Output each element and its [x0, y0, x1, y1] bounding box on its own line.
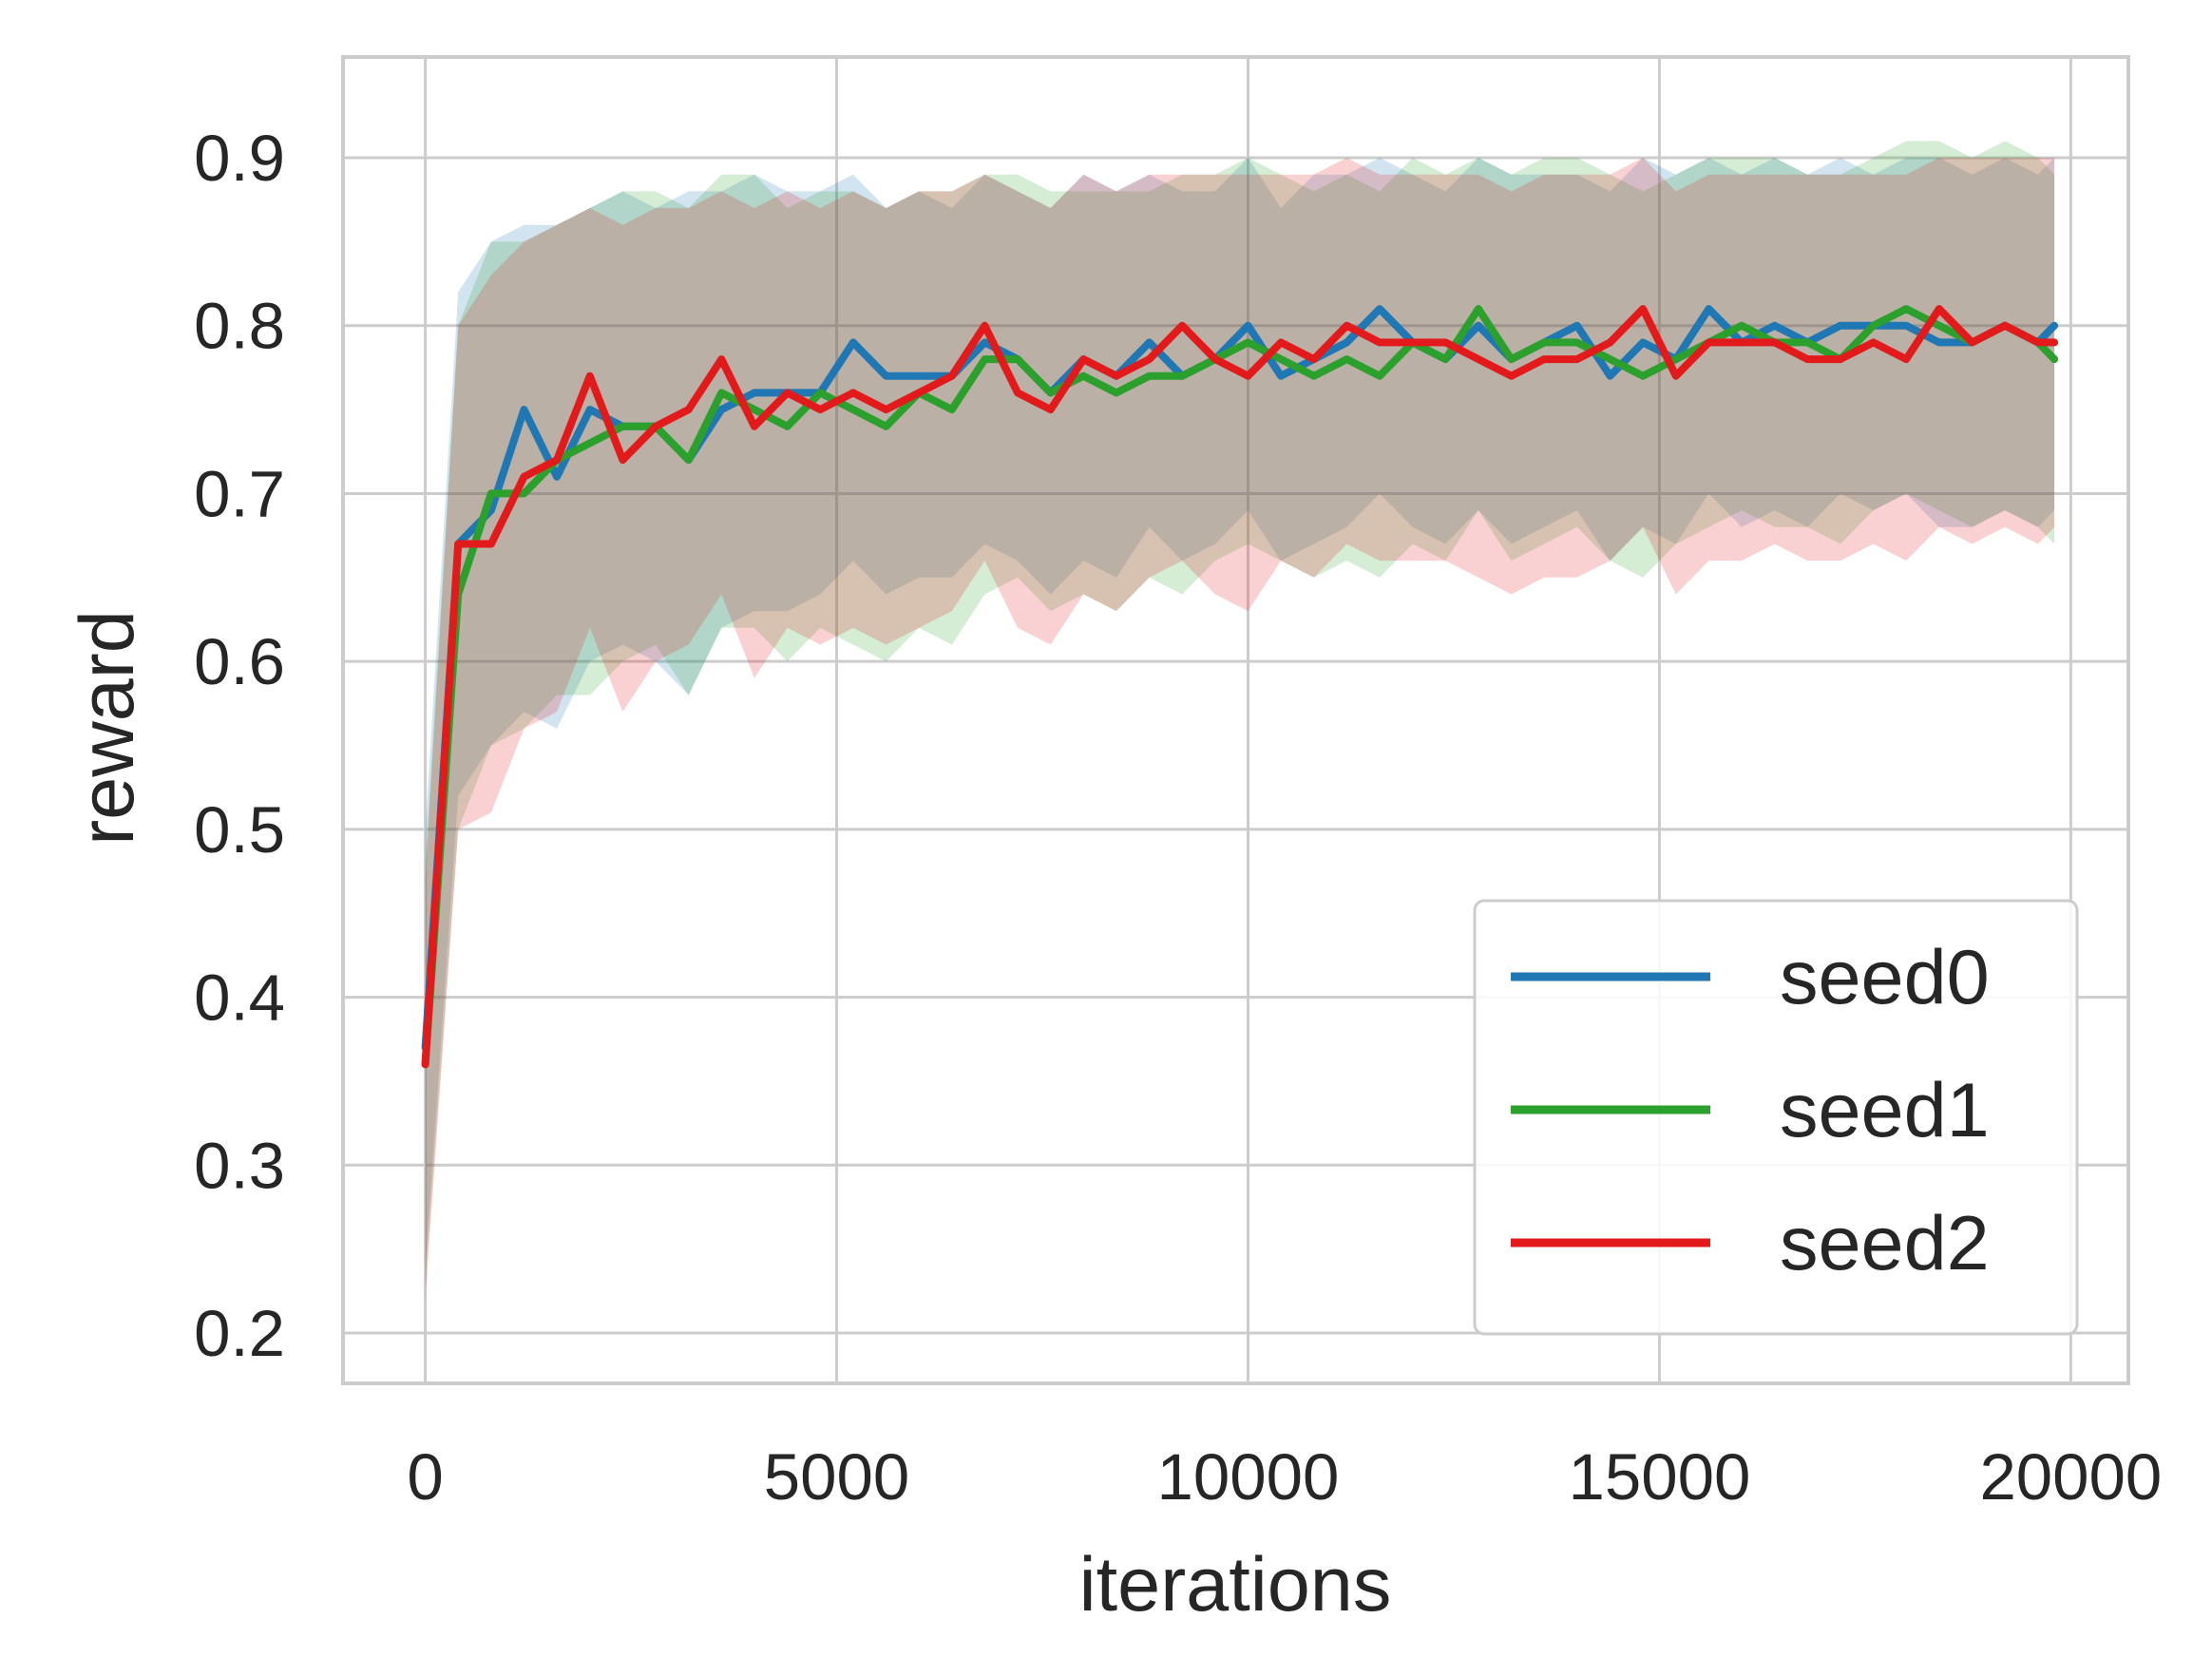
- x-tick-label: 0: [407, 1440, 443, 1514]
- legend-label-seed2: seed2: [1780, 1201, 1990, 1286]
- band-seed0: [425, 158, 2055, 1267]
- x-tick-labels: 0 5000 10000 15000 20000: [407, 1440, 2162, 1514]
- x-tick-label: 10000: [1157, 1440, 1340, 1514]
- y-tick-label: 0.3: [194, 1129, 285, 1202]
- legend-label-seed0: seed0: [1780, 935, 1990, 1020]
- y-axis-label: reward: [65, 610, 150, 846]
- confidence-bands: [425, 141, 2055, 1300]
- plot-frame: [341, 55, 2130, 1385]
- x-axis-label: iterations: [1079, 1542, 1392, 1628]
- y-tick-labels: 0.2 0.3 0.4 0.5 0.6 0.7 0.8 0.9: [194, 122, 285, 1370]
- y-tick-label: 0.9: [194, 122, 285, 195]
- series-lines: [421, 305, 2059, 1069]
- y-tick-label: 0.8: [194, 290, 285, 363]
- line-seed2: [421, 305, 2059, 1069]
- legend: seed0 seed1 seed2: [1473, 899, 2079, 1336]
- y-tick-label: 0.5: [194, 793, 285, 867]
- x-tick-label: 5000: [764, 1440, 910, 1514]
- y-tick-label: 0.7: [194, 457, 285, 530]
- x-tick-label: 20000: [1979, 1440, 2162, 1514]
- legend-box: [1473, 899, 2079, 1336]
- line-seed1: [421, 305, 2059, 1069]
- grid: [343, 57, 2128, 1383]
- x-tick-label: 15000: [1569, 1440, 1751, 1514]
- y-tick-label: 0.2: [194, 1297, 285, 1370]
- y-tick-label: 0.6: [194, 625, 285, 698]
- y-tick-label: 0.4: [194, 962, 285, 1035]
- legend-label-seed1: seed1: [1780, 1068, 1990, 1153]
- band-seed2: [425, 158, 2055, 1300]
- band-seed1: [425, 141, 2055, 1283]
